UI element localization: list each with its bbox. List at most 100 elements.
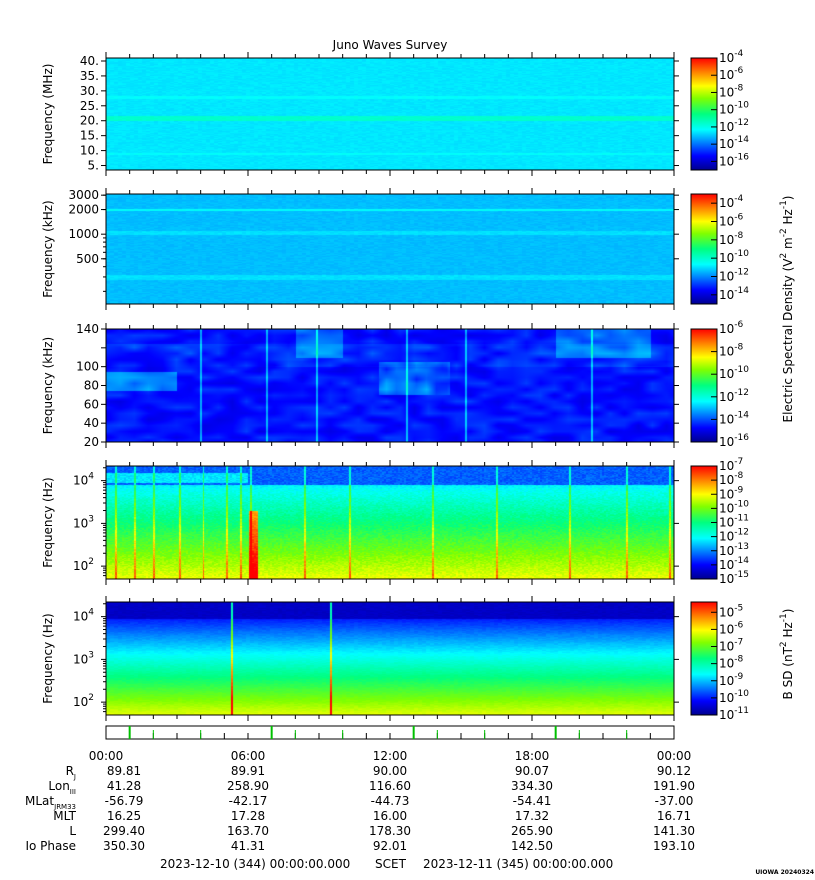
colorbar-tick-label: 10-14 [719, 286, 749, 302]
colorbar [690, 57, 718, 171]
y-tick-label: 20. [80, 114, 99, 128]
scet-end-label: 2023-12-11 (345) 00:00:00.000 [423, 857, 613, 871]
y-tick-label: 5. [88, 159, 99, 173]
colorbar-tick-label: 10-6 [719, 66, 744, 82]
spectrogram-image [106, 602, 674, 715]
colorbar-tick-label: 10-12 [719, 528, 749, 544]
y-tick-label: 10. [80, 144, 99, 158]
y-tick-label: 103 [73, 650, 94, 666]
y-axis-label: Frequency (MHz) [41, 64, 55, 165]
ephemeris-value: 258.90 [227, 779, 269, 793]
y-tick-label: 40. [80, 54, 99, 68]
y-tick-label: 80 [84, 379, 99, 393]
colorbar-tick-label: 10-8 [719, 231, 744, 247]
colorbar-tick-label: 10-12 [719, 268, 749, 284]
colorbar-tick-label: 10-16 [719, 152, 749, 168]
ephemeris-label: L [69, 824, 76, 838]
ephemeris-value: 90.12 [657, 764, 691, 778]
panel-1: 5.10.15.20.25.30.35.40. Frequency (MHz) 10… [41, 49, 749, 176]
colorbar-tick-label: 10-12 [719, 118, 749, 134]
ephemeris-value: 90.00 [373, 764, 407, 778]
y-tick-label: 30. [80, 84, 99, 98]
ephemeris-value: 163.70 [227, 824, 269, 838]
ephemeris-value: 17.28 [231, 809, 265, 823]
y-tick-label: 140 [76, 322, 99, 336]
ephemeris-value: 116.60 [369, 779, 411, 793]
ephemeris-value: -44.73 [371, 794, 410, 808]
ephemeris-value: 265.90 [511, 824, 553, 838]
credit-label: UIOWA 20240324 [755, 869, 814, 876]
colorbar-tick-label: 10-14 [719, 410, 749, 426]
ephemeris-label: RJ [66, 764, 76, 781]
ephemeris-value: -54.41 [513, 794, 552, 808]
time-tick-label: 00:00 [89, 749, 124, 763]
y-tick-label: 102 [73, 693, 94, 709]
colorbar [690, 328, 718, 443]
colorbar-tick-label: 10-11 [719, 706, 749, 722]
y-axis-label: Frequency (Hz) [41, 613, 55, 704]
colorbar-tick-label: 10-8 [719, 471, 744, 487]
ephemeris-value: 92.01 [373, 839, 407, 853]
colorbar-tick-label: 10-11 [719, 514, 749, 530]
y-tick-label: 1000 [68, 227, 99, 241]
spectrogram-panels: 5.10.15.20.25.30.35.40. Frequency (MHz) 10… [41, 49, 749, 722]
ephemeris-value: 41.28 [107, 779, 141, 793]
colorbar-tick-label: 10-7 [719, 638, 743, 654]
ephemeris-value: 16.25 [107, 809, 141, 823]
ephemeris-value: -42.17 [229, 794, 268, 808]
colorbar-tick-label: 10-7 [719, 457, 743, 473]
y-tick-label: 103 [73, 514, 94, 530]
y-tick-label: 3000 [68, 188, 99, 202]
spectrogram-image [106, 329, 674, 442]
spectrogram-image [106, 466, 674, 579]
ephemeris-table: RJ 89.81 89.91 90.00 90.07 90.12 LonIII 41.28 25… [25, 764, 695, 853]
panel-4: 102 103 104 Frequency (Hz) 10-710-810-910-10… [41, 457, 749, 586]
colorbar-title-text: B SD (nT2 Hz-1) [779, 609, 795, 700]
ephemeris-value: 17.32 [515, 809, 549, 823]
y-tick-label: 40 [84, 416, 99, 430]
y-tick-label: 104 [73, 608, 94, 624]
ephemeris-label: MLT [53, 809, 76, 823]
ephemeris-value: 191.90 [653, 779, 695, 793]
y-tick-label: 15. [80, 129, 99, 143]
colorbar-tick-label: 10-6 [719, 320, 744, 336]
ephemeris-label: Io Phase [25, 839, 76, 853]
colorbar-tick-label: 10-4 [719, 194, 744, 210]
colorbar-tick-label: 10-8 [719, 83, 744, 99]
y-tick-label: 100 [76, 360, 99, 374]
ephemeris-label: LonIII [48, 779, 76, 796]
time-tick-label: 00:00 [657, 749, 692, 763]
ephemeris-value: 16.00 [373, 809, 407, 823]
y-tick-label: 500 [76, 252, 99, 266]
scet-start-label: 2023-12-10 (344) 00:00:00.000 [160, 857, 350, 871]
ephemeris-value: 178.30 [369, 824, 411, 838]
panel-3: 20 40 60 80 100 140 Frequency (kHz) 10-6 10-8 10-… [41, 320, 749, 449]
colorbar-tick-label: 10-8 [719, 655, 744, 671]
ephemeris-value: 90.07 [515, 764, 549, 778]
y-tick-label: 20 [84, 435, 99, 449]
colorbar-tick-label: 10-10 [719, 689, 749, 705]
y-axis-label: Frequency (Hz) [41, 477, 55, 568]
colorbar-tick-label: 10-13 [719, 542, 749, 558]
electric-colorbar-title: Electric Spectral Density (V2 m-2 Hz-1) [779, 195, 795, 422]
colorbar-tick-label: 10-14 [719, 556, 749, 572]
colorbar-tick-label: 10-14 [719, 135, 749, 151]
time-tick-label: 12:00 [373, 749, 408, 763]
ephemeris-label: MLatJRM33 [25, 794, 76, 811]
y-tick-label: 60 [84, 397, 99, 411]
colorbar-tick-label: 10-9 [719, 672, 744, 688]
colorbar [690, 193, 718, 305]
colorbar-tick-label: 10-10 [719, 365, 749, 381]
ephemeris-value: 299.40 [103, 824, 145, 838]
y-tick-label: 25. [80, 99, 99, 113]
ephemeris-value: -37.00 [655, 794, 694, 808]
colorbar-tick-label: 10-10 [719, 101, 749, 117]
spectrogram-image [106, 58, 674, 170]
ephemeris-value: 350.30 [103, 839, 145, 853]
time-tick-label: 06:00 [231, 749, 266, 763]
magnetic-colorbar-title: B SD (nT2 Hz-1) [779, 609, 795, 700]
time-tick-label: 18:00 [515, 749, 550, 763]
colorbar-tick-label: 10-5 [719, 603, 743, 619]
